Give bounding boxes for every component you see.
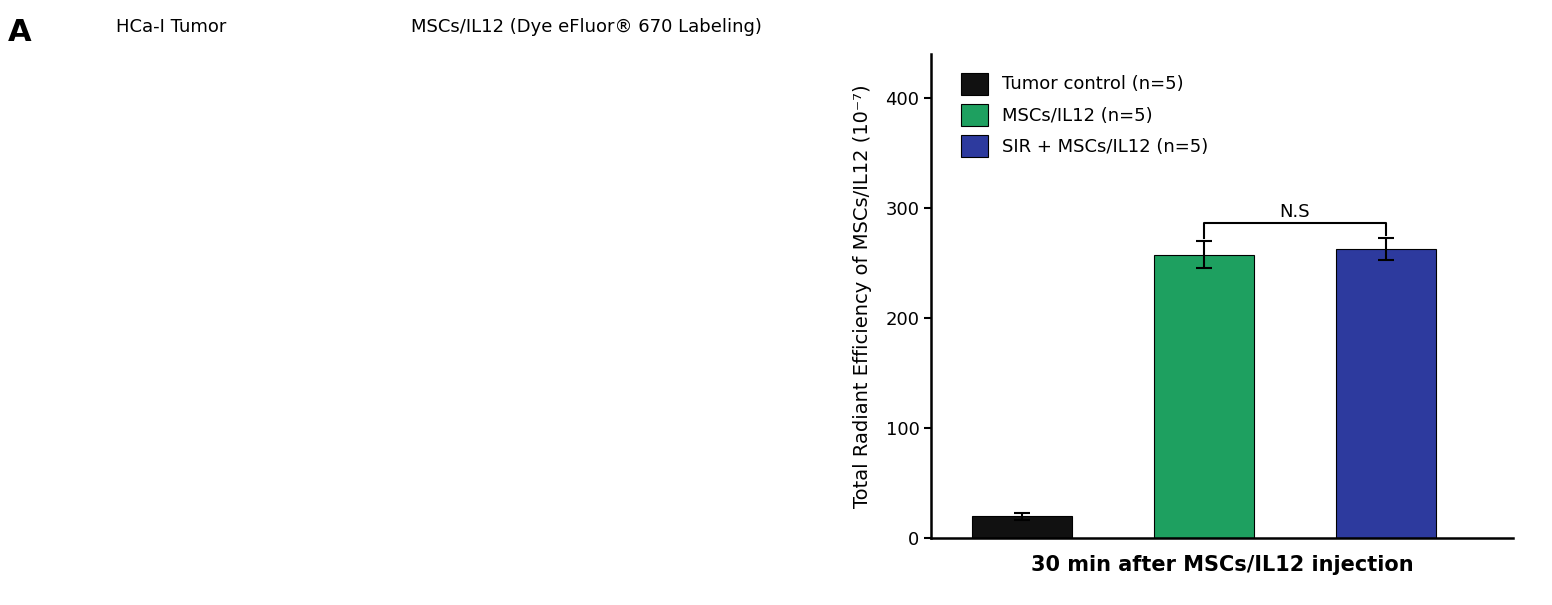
Bar [972,517,1072,538]
X-axis label: 30 min after MSCs/IL12 injection: 30 min after MSCs/IL12 injection [1031,555,1414,575]
Text: HCa-I Tumor: HCa-I Tumor [116,18,227,36]
Text: N.S: N.S [1280,203,1310,221]
Text: A: A [8,18,31,47]
Bar [1336,249,1436,538]
Text: MSCs/IL12 (Dye eFluor® 670 Labeling): MSCs/IL12 (Dye eFluor® 670 Labeling) [411,18,762,36]
Bar [1155,255,1254,538]
Legend: Tumor control (n=5), MSCs/IL12 (n=5), SIR + MSCs/IL12 (n=5): Tumor control (n=5), MSCs/IL12 (n=5), SI… [951,64,1218,166]
Y-axis label: Total Radiant Efficiency of MSCs/IL12 (10⁻⁷): Total Radiant Efficiency of MSCs/IL12 (1… [852,85,872,508]
